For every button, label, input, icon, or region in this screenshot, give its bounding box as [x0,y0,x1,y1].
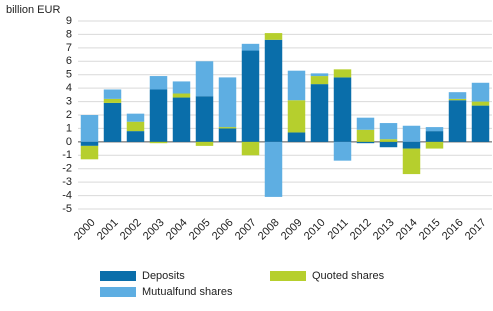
x-tick-label: 2012 [348,217,374,243]
x-tick-label: 2013 [371,217,397,243]
bar-segment [126,121,145,132]
x-tick-label: 2010 [302,217,328,243]
legend-swatch [100,287,136,297]
bar-segment [287,100,306,133]
y-axis-label: billion EUR [6,4,60,16]
bar-segment [448,98,467,101]
y-tick-label: -2 [62,163,72,175]
y-tick-label: -1 [62,149,72,161]
x-tick-label: 2008 [256,217,282,243]
x-tick-label: 2014 [394,217,420,243]
bar-segment [356,117,375,130]
bar-segment [425,131,444,142]
bar-segment [287,132,306,142]
x-tick-label: 2009 [279,217,305,243]
x-tick-label: 2006 [210,217,236,243]
y-tick-label: -4 [62,189,72,201]
bar-segment [333,141,352,161]
bar-segment [241,141,260,156]
bar-segment [310,84,329,142]
bar-segment [172,93,191,98]
bar-segment [149,76,168,90]
y-tick-label: -5 [62,203,72,215]
bar-segment [218,128,237,142]
x-tick-label: 2000 [72,217,98,243]
x-tick-label: 2015 [417,217,443,243]
x-tick-label: 2017 [463,217,489,243]
bar-segment [264,141,283,197]
bar-segment [425,141,444,149]
bar-segment [80,145,99,160]
x-tick-label: 2003 [141,217,167,243]
bar-segment [172,81,191,94]
bar-segment [287,70,306,101]
x-tick-label: 2007 [233,217,259,243]
bar-segment [241,50,260,142]
y-tick-label: 9 [66,15,72,27]
y-tick-label: 5 [66,69,72,81]
y-tick-label: 0 [66,136,72,148]
bar-segment [218,77,237,128]
bar-segment [126,131,145,142]
legend-swatch [270,271,306,281]
bar-segment [195,96,214,142]
x-tick-label: 2002 [118,217,144,243]
bar-segment [103,89,122,99]
y-tick-label: 7 [66,42,72,54]
y-tick-label: -3 [62,176,72,188]
bar-segment [402,125,421,142]
bar-segment [310,73,329,77]
x-tick-label: 2011 [325,217,350,242]
x-tick-label: 2016 [440,217,466,243]
y-tick-label: 2 [66,109,72,121]
bar-segment [448,92,467,99]
bar-segment [103,102,122,142]
bar-segment [471,101,490,106]
y-tick-label: 3 [66,95,72,107]
bar-segment [195,141,214,146]
bar-segment [218,127,237,129]
bar-segment [80,141,99,146]
x-tick-label: 2001 [95,217,121,243]
bar-segment [471,82,490,102]
legend-label: Mutualfund shares [142,286,233,298]
bar-segment [172,97,191,142]
x-tick-label: 2005 [187,217,213,243]
y-tick-label: 4 [66,82,72,94]
bar-segment [195,61,214,97]
bar-segment [356,141,375,144]
bar-segment [333,77,352,142]
bar-segment [264,39,283,142]
y-tick-label: 8 [66,28,72,40]
bar-segment [448,100,467,142]
bar-segment [471,105,490,142]
bar-segment [333,69,352,78]
bar-segment [379,123,398,140]
bar-segment [425,127,444,132]
bar-segment [379,141,398,148]
bar-segment [264,33,283,40]
y-tick-label: 6 [66,55,72,67]
legend-label: Quoted shares [312,270,385,282]
y-tick-label: 1 [66,122,72,134]
bar-segment [241,43,260,51]
bar-segment [80,115,99,142]
bar-segment [126,113,145,122]
bar-segment [103,98,122,103]
legend-label: Deposits [142,270,185,282]
bar-segment [149,89,168,142]
bar-segment [402,148,421,175]
x-tick-label: 2004 [164,217,190,243]
bar-segment [149,141,168,144]
bar-segment [310,76,329,85]
legend-swatch [100,271,136,281]
bar-segment [402,141,421,149]
bar-segment [379,139,398,142]
bar-segment [356,129,375,142]
